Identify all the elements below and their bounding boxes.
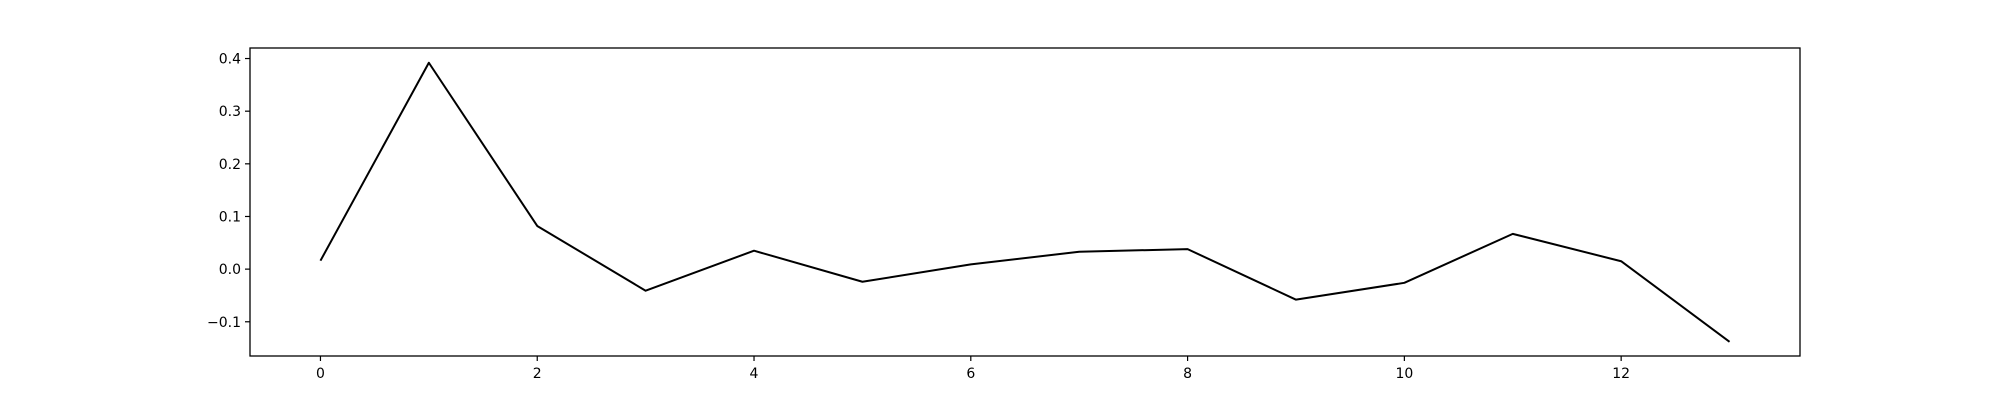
- x-tick-label: 12: [1612, 366, 1630, 382]
- x-tick-label: 0: [316, 366, 325, 382]
- y-tick-label: −0.1: [207, 315, 241, 331]
- series-layer: [319, 61, 1731, 343]
- series-line: [319, 61, 1731, 343]
- y-tick-label: 0.1: [219, 209, 241, 225]
- x-tick-label: 6: [966, 366, 975, 382]
- x-tick-label: 4: [750, 366, 759, 382]
- y-axis: −0.1 0.0 0.1 0.2 0.3 0.4: [207, 52, 250, 331]
- y-tick-label: 0.2: [219, 157, 241, 173]
- x-tick-label: 2: [533, 366, 542, 382]
- y-tick-label: 0.4: [219, 52, 241, 68]
- y-tick-label: 0.0: [219, 262, 241, 278]
- x-tick-label: 8: [1183, 366, 1192, 382]
- x-tick-label: 10: [1395, 366, 1413, 382]
- x-axis: 0 2 4 6 8 10 12: [316, 356, 1630, 382]
- y-tick-label: 0.3: [219, 104, 241, 120]
- plot-frame: [249, 47, 1801, 357]
